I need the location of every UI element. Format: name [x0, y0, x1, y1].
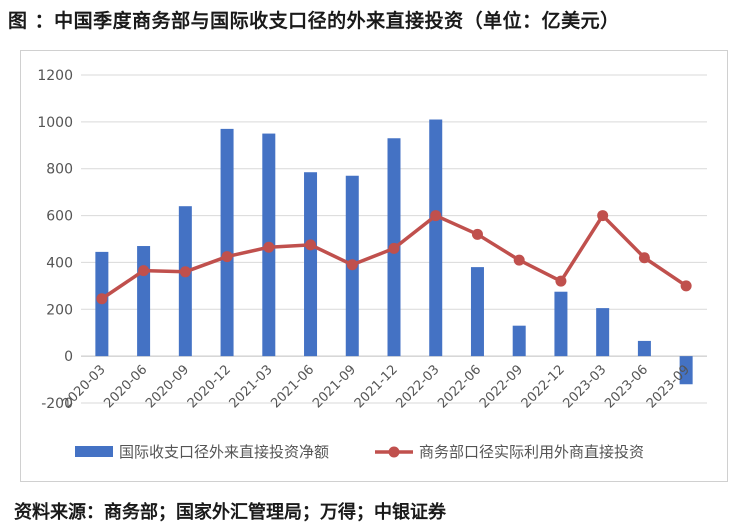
line-point: [638, 252, 650, 264]
line-point: [388, 242, 400, 254]
line-point: [138, 265, 150, 277]
line-point: [471, 228, 483, 240]
bar: [137, 246, 151, 357]
line-point: [263, 241, 275, 253]
source-note: 资料来源：商务部；国家外汇管理局；万得；中银证券: [14, 502, 446, 523]
x-tick-label: 2022-09: [477, 362, 526, 411]
line-point: [305, 239, 317, 251]
line-point: [96, 293, 108, 305]
legend-swatch-bars: [75, 446, 113, 457]
x-tick-label: 2023-09: [644, 362, 693, 411]
line-point: [221, 251, 233, 263]
x-tick-label: 2023-03: [560, 362, 609, 411]
x-tick-label: 2023-06: [602, 362, 651, 411]
bar: [596, 308, 610, 357]
bar: [429, 119, 443, 357]
y-tick-label: -200: [41, 396, 73, 412]
x-tick-label: 2020-12: [185, 362, 234, 411]
line-point: [430, 210, 442, 222]
x-tick-label: 2021-09: [310, 362, 359, 411]
x-tick-label: 2020-09: [143, 362, 192, 411]
x-tick-label: 2020-06: [101, 362, 150, 411]
line-point: [346, 259, 358, 271]
bar: [554, 291, 568, 357]
y-tick-label: 600: [46, 209, 73, 225]
x-tick-label: 2021-03: [227, 362, 276, 411]
line-point: [680, 280, 692, 292]
bar: [178, 206, 192, 357]
x-tick-label: 2021-12: [352, 362, 401, 411]
y-tick-label: 0: [64, 349, 73, 365]
y-tick-label: 1000: [37, 115, 73, 131]
legend-label-line: 商务部口径实际利用外商直接投资: [419, 443, 644, 461]
bar: [512, 325, 526, 357]
x-tick-label: 2020-03: [60, 362, 109, 411]
bar: [304, 172, 318, 357]
x-tick-label: 2022-12: [519, 362, 568, 411]
x-tick-label: 2022-06: [435, 362, 484, 411]
y-tick-label: 800: [46, 162, 73, 178]
line-point: [179, 266, 191, 278]
bar: [470, 267, 484, 357]
legend-marker-line: [388, 446, 400, 458]
bar: [637, 340, 651, 357]
x-tick-label: 2021-06: [268, 362, 317, 411]
line-point: [513, 254, 525, 266]
x-tick-label: 2022-03: [394, 362, 443, 411]
bar: [220, 128, 234, 357]
legend-label-bars: 国际收支口径外来直接投资净额: [119, 443, 329, 461]
chart-title: 图 ：中国季度商务部与国际收支口径的外来直接投资（单位：亿美元）: [8, 10, 620, 32]
y-tick-label: 200: [46, 302, 73, 318]
line-point: [597, 210, 609, 222]
line-point: [555, 275, 567, 287]
y-tick-label: 1200: [37, 68, 73, 84]
chart-svg: 120010008006004002000-2002020-032020-062…: [37, 68, 707, 461]
bar: [679, 356, 693, 385]
y-tick-label: 400: [46, 255, 73, 271]
chart-frame: 1200 1000 800 600 400 200 0 -200 2020-03 2020-06 2…: [20, 50, 728, 482]
